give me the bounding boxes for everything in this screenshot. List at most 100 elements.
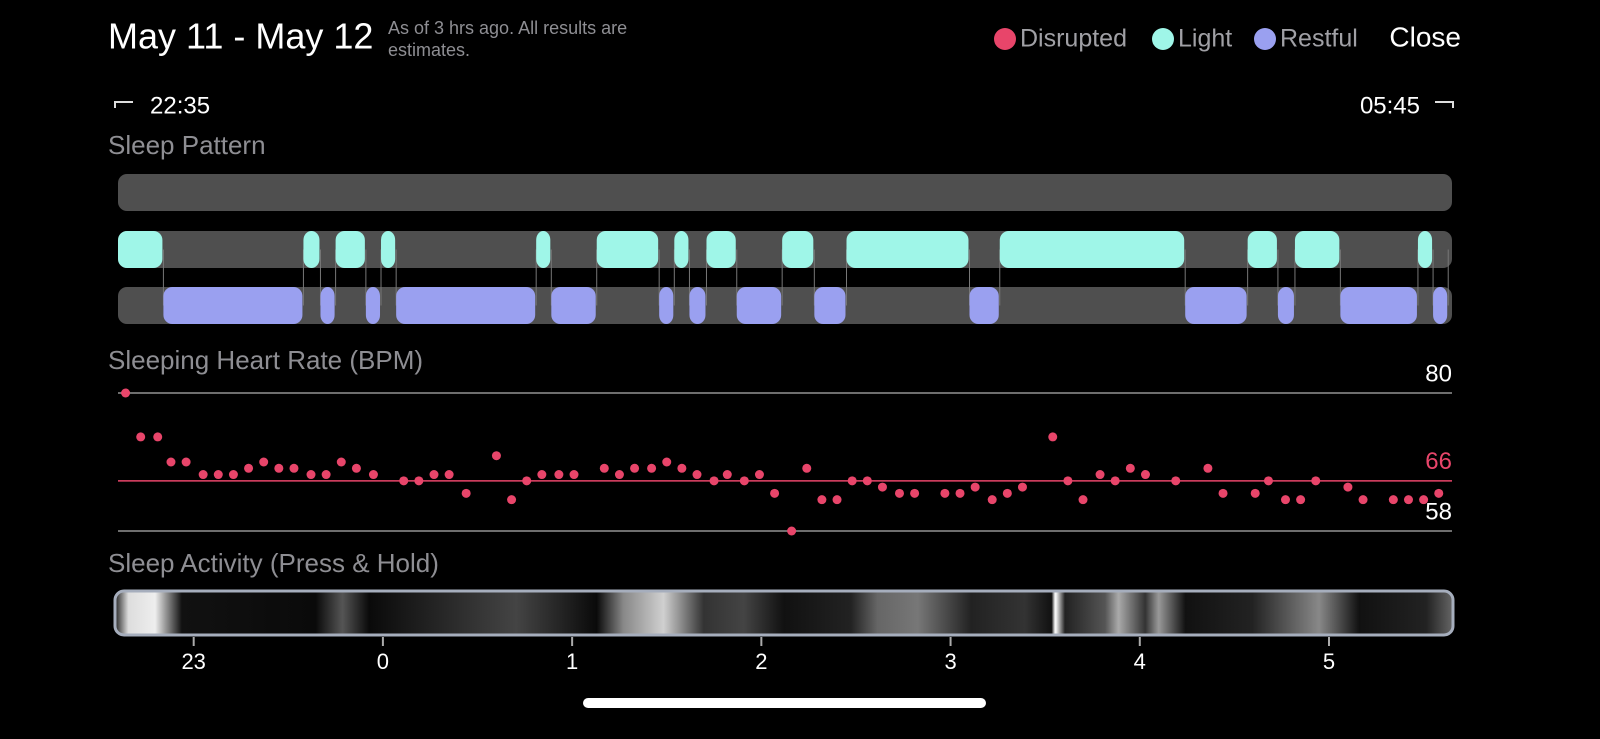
sleep-segment	[969, 287, 999, 324]
section-title: Sleep Pattern	[108, 130, 266, 160]
heart-rate-point	[722, 470, 732, 480]
sleep-segment	[659, 287, 674, 324]
heart-rate-point	[709, 476, 719, 486]
heart-rate-point	[1419, 495, 1429, 505]
heart-rate-point	[1403, 495, 1413, 505]
heart-rate-point	[259, 457, 269, 467]
heart-rate-point	[414, 476, 424, 486]
start-time: 22:35	[150, 92, 210, 119]
heart-rate-point	[399, 476, 409, 486]
heart-rate-point	[647, 463, 657, 473]
sleep-segment	[1417, 231, 1433, 268]
heart-rate-point	[1063, 476, 1073, 486]
heart-rate-point	[1203, 463, 1213, 473]
x-tick-label: 0	[377, 649, 389, 674]
heart-rate-point	[970, 482, 980, 492]
heart-rate-point	[677, 463, 687, 473]
heart-rate-point	[1048, 432, 1058, 442]
heart-rate-point	[198, 470, 208, 480]
heart-rate-point	[181, 457, 191, 467]
sleep-segment	[846, 231, 969, 268]
heart-rate-point	[894, 488, 904, 498]
sleep-segment	[674, 231, 689, 268]
heart-rate-point	[1125, 463, 1135, 473]
heart-rate-point	[1078, 495, 1088, 505]
end-bracket	[1435, 101, 1454, 108]
activity-strip[interactable]	[113, 589, 1455, 637]
heart-rate-point	[554, 470, 564, 480]
heart-rate-point	[692, 470, 702, 480]
heart-rate-point	[817, 495, 827, 505]
heart-rate-point	[940, 488, 950, 498]
heart-rate-point	[1140, 470, 1150, 480]
sleep-segment	[163, 287, 303, 324]
heart-rate-point	[1434, 488, 1444, 498]
heart-rate-point	[1296, 495, 1306, 505]
sleep-segment	[1340, 287, 1417, 324]
heart-rate-point	[1280, 495, 1290, 505]
pattern-track	[118, 287, 1452, 324]
subtitle: As of 3 hrs ago. All results are estimat…	[388, 18, 628, 60]
heart-rate-point	[213, 470, 223, 480]
heart-rate-point	[306, 470, 316, 480]
home-indicator	[583, 698, 986, 708]
heart-rate-point	[429, 470, 439, 480]
heart-rate-point	[955, 488, 965, 498]
sleep-segment	[1185, 287, 1247, 324]
heart-rate-point	[1095, 470, 1105, 480]
x-tick-label: 3	[944, 649, 956, 674]
heart-rate-point	[1311, 476, 1321, 486]
heart-rate-point	[987, 495, 997, 505]
heart-rate-point	[136, 432, 146, 442]
y-tick-label: 80	[1425, 360, 1452, 387]
sleep-segment	[706, 231, 736, 268]
heart-rate-point	[770, 488, 780, 498]
heart-rate-point	[153, 432, 163, 442]
x-tick-label: 23	[181, 649, 205, 674]
start-bracket	[114, 101, 133, 108]
heart-rate-point	[1171, 476, 1181, 486]
legend-swatch	[1152, 28, 1174, 50]
section-title: Sleep Activity (Press & Hold)	[108, 548, 439, 578]
heart-rate-point	[877, 482, 887, 492]
sleep-segment	[118, 231, 163, 268]
heart-rate-point	[787, 526, 797, 536]
sleep-segment	[303, 231, 320, 268]
sleep-segment	[1294, 231, 1340, 268]
close-button[interactable]: Close	[1389, 21, 1461, 52]
heart-rate-point	[739, 476, 749, 486]
sleep-segment	[1433, 287, 1448, 324]
heart-rate-point	[862, 476, 872, 486]
heart-rate-point	[274, 463, 284, 473]
legend-swatch	[1254, 28, 1276, 50]
end-time: 05:45	[1360, 92, 1420, 119]
sleep-segment	[1277, 287, 1294, 324]
heart-rate-point	[614, 470, 624, 480]
heart-rate-point	[368, 470, 378, 480]
legend-label: Disrupted	[1020, 25, 1127, 53]
heart-rate-point	[1343, 482, 1353, 492]
heart-rate-point	[244, 463, 254, 473]
heart-rate-point	[1218, 488, 1228, 498]
sleep-segment	[689, 287, 706, 324]
heart-rate-point	[1250, 488, 1260, 498]
heart-rate-point	[336, 457, 346, 467]
heart-rate-point	[522, 476, 532, 486]
x-tick-label: 4	[1134, 649, 1146, 674]
sleep-segment	[736, 287, 782, 324]
heart-rate-point	[507, 495, 517, 505]
heart-rate-point	[630, 463, 640, 473]
pattern-track	[118, 174, 1452, 211]
sleep-segment	[551, 287, 596, 324]
sleep-segment	[999, 231, 1185, 268]
sleep-segment	[365, 287, 381, 324]
heart-rate-point	[166, 457, 176, 467]
heart-rate-point	[491, 451, 501, 461]
x-tick-label: 1	[566, 649, 578, 674]
legend-label: Light	[1178, 25, 1232, 53]
heart-rate-point	[1002, 488, 1012, 498]
heart-rate-point	[537, 470, 547, 480]
sleep-segment	[396, 287, 536, 324]
heart-rate-point	[1388, 495, 1398, 505]
